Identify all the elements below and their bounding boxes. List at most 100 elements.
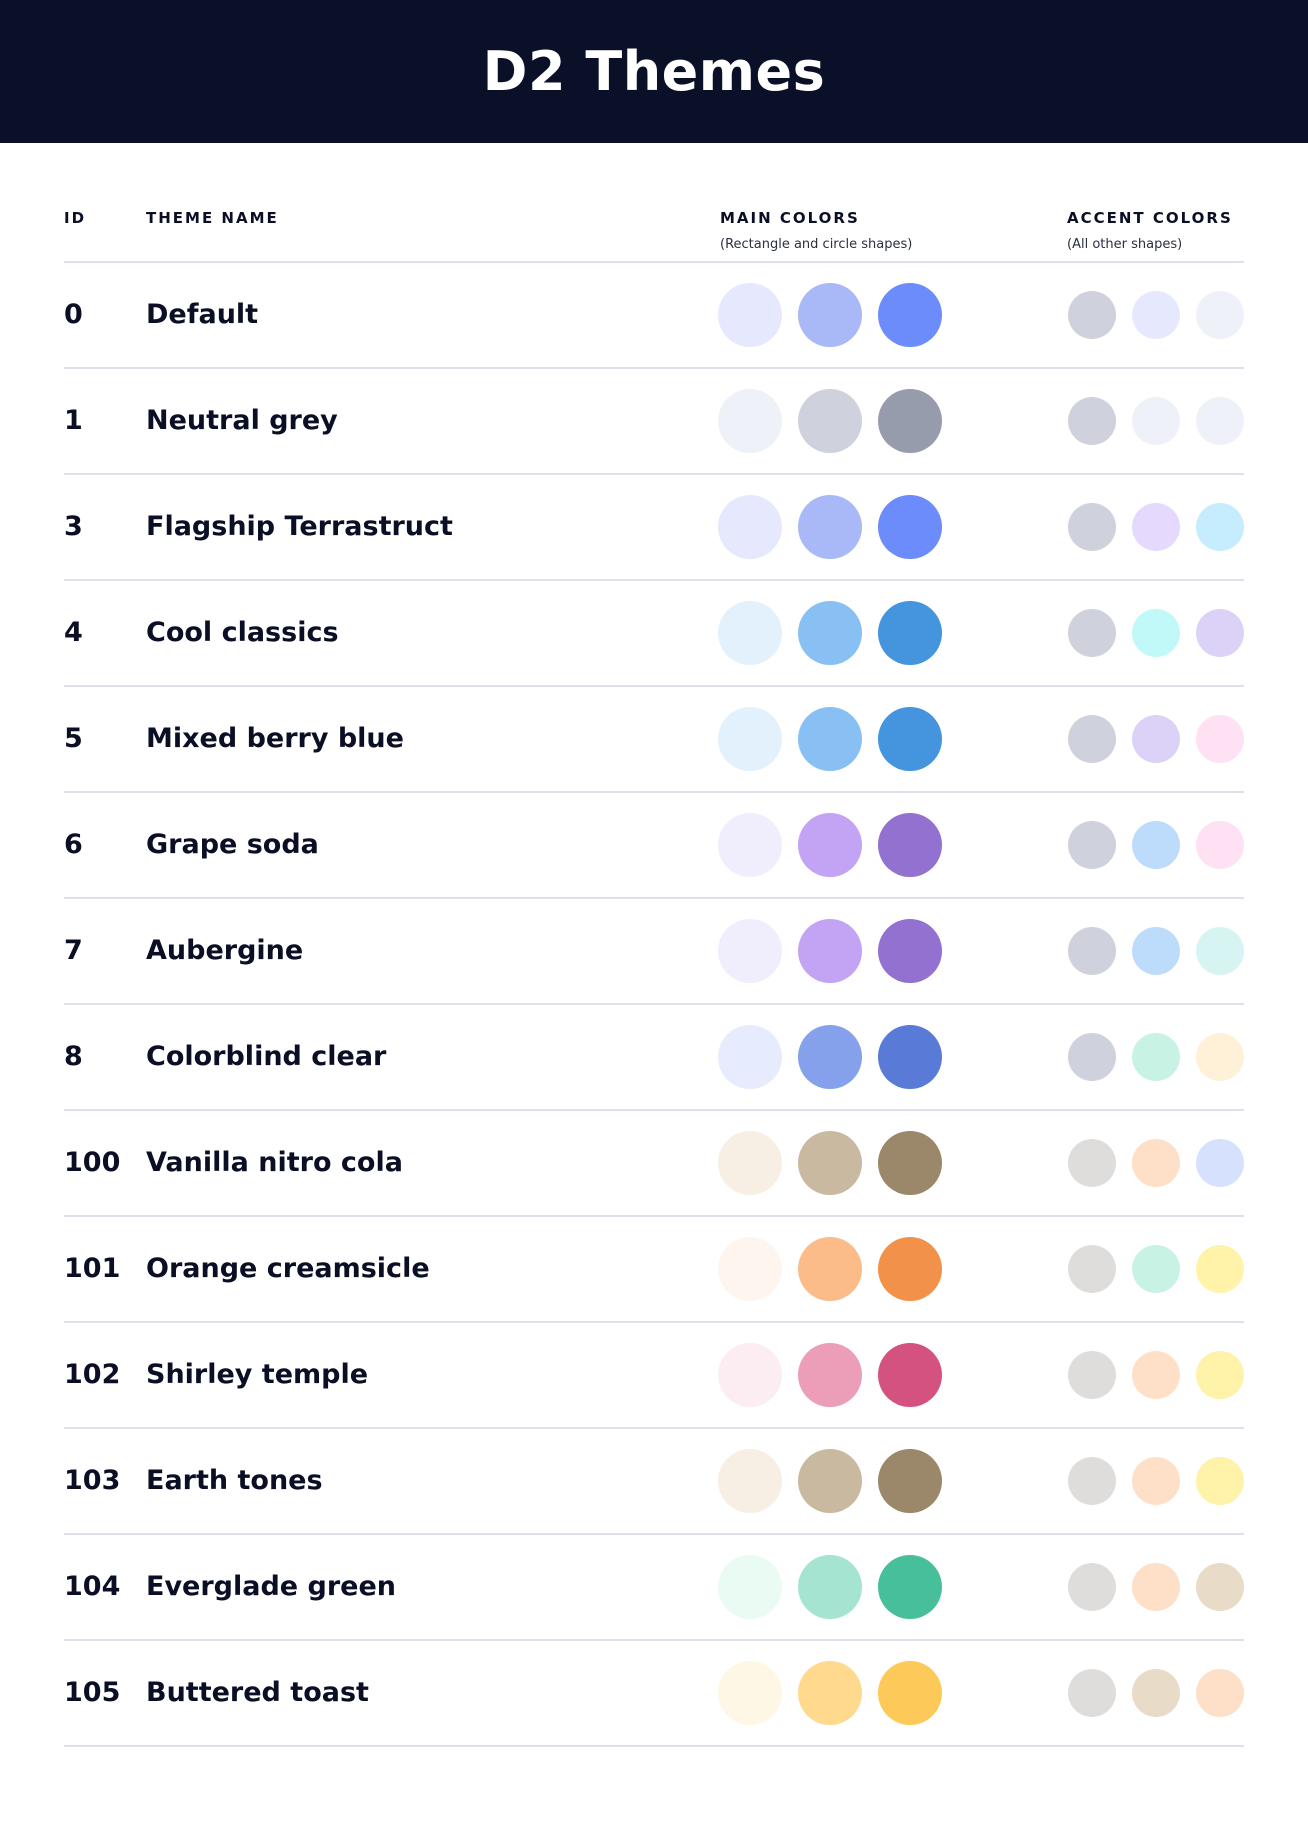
accent-color-swatch (1196, 927, 1244, 975)
theme-id: 4 (64, 617, 83, 648)
accent-color-swatch (1196, 1033, 1244, 1081)
accent-color-swatch (1132, 1351, 1180, 1399)
main-color-swatch (878, 1449, 942, 1513)
main-color-swatch (878, 1025, 942, 1089)
accent-color-swatch (1068, 609, 1116, 657)
accent-color-swatch (1132, 1457, 1180, 1505)
main-color-swatch (878, 389, 942, 453)
accent-colors (1068, 821, 1244, 869)
theme-id: 105 (64, 1677, 121, 1708)
table-row: 104 Everglade green (64, 1535, 1244, 1641)
theme-name: Neutral grey (146, 405, 338, 436)
accent-color-swatch (1068, 1245, 1116, 1293)
accent-color-swatch (1196, 1457, 1244, 1505)
theme-id: 103 (64, 1465, 121, 1496)
accent-color-swatch (1068, 1033, 1116, 1081)
accent-color-swatch (1132, 1563, 1180, 1611)
accent-color-swatch (1196, 821, 1244, 869)
accent-colors (1068, 1669, 1244, 1717)
theme-id: 5 (64, 723, 83, 754)
theme-name: Default (146, 299, 259, 330)
main-color-swatch (878, 813, 942, 877)
accent-color-swatch (1132, 1245, 1180, 1293)
main-color-swatch (878, 1343, 942, 1407)
main-color-swatch (718, 813, 782, 877)
theme-id: 8 (64, 1041, 83, 1072)
main-colors (718, 601, 942, 665)
accent-colors (1068, 1033, 1244, 1081)
accent-color-swatch (1132, 609, 1180, 657)
main-color-swatch (798, 1025, 862, 1089)
main-color-swatch (718, 389, 782, 453)
main-color-swatch (718, 707, 782, 771)
table-row: 4 Cool classics (64, 581, 1244, 687)
theme-id: 1 (64, 405, 83, 436)
theme-name: Orange creamsicle (146, 1253, 430, 1284)
accent-colors (1068, 397, 1244, 445)
main-color-swatch (798, 495, 862, 559)
main-colors (718, 1237, 942, 1301)
accent-color-swatch (1132, 291, 1180, 339)
accent-colors (1068, 715, 1244, 763)
column-subheader-main: (Rectangle and circle shapes) (720, 237, 913, 252)
accent-color-swatch (1132, 397, 1180, 445)
main-colors (718, 1661, 942, 1725)
table-body: 0 Default 1 Neutral grey 3 Flagship Terr… (64, 263, 1244, 1747)
column-header-main: MAIN COLORS (720, 209, 860, 227)
main-color-swatch (798, 1237, 862, 1301)
main-color-swatch (798, 389, 862, 453)
main-color-swatch (878, 1237, 942, 1301)
main-color-swatch (718, 919, 782, 983)
main-color-swatch (718, 283, 782, 347)
accent-color-swatch (1196, 1351, 1244, 1399)
main-color-swatch (798, 601, 862, 665)
column-header-accent: ACCENT COLORS (1067, 209, 1233, 227)
main-color-swatch (798, 283, 862, 347)
theme-name: Flagship Terrastruct (146, 511, 453, 542)
accent-color-swatch (1068, 821, 1116, 869)
main-colors (718, 1343, 942, 1407)
table-row: 7 Aubergine (64, 899, 1244, 1005)
accent-color-swatch (1196, 1669, 1244, 1717)
accent-color-swatch (1132, 715, 1180, 763)
accent-color-swatch (1068, 1139, 1116, 1187)
accent-color-swatch (1132, 1139, 1180, 1187)
theme-name: Vanilla nitro cola (146, 1147, 403, 1178)
accent-color-swatch (1196, 1245, 1244, 1293)
accent-colors (1068, 1457, 1244, 1505)
accent-color-swatch (1196, 1563, 1244, 1611)
main-colors (718, 707, 942, 771)
main-color-swatch (718, 1025, 782, 1089)
accent-color-swatch (1196, 503, 1244, 551)
main-color-swatch (798, 707, 862, 771)
accent-color-swatch (1068, 927, 1116, 975)
main-color-swatch (798, 1131, 862, 1195)
accent-color-swatch (1132, 821, 1180, 869)
accent-color-swatch (1068, 503, 1116, 551)
table-row: 100 Vanilla nitro cola (64, 1111, 1244, 1217)
accent-color-swatch (1068, 1563, 1116, 1611)
accent-color-swatch (1196, 715, 1244, 763)
main-colors (718, 389, 942, 453)
main-color-swatch (798, 1661, 862, 1725)
main-color-swatch (798, 1449, 862, 1513)
theme-id: 6 (64, 829, 83, 860)
theme-name: Mixed berry blue (146, 723, 404, 754)
main-color-swatch (718, 1449, 782, 1513)
main-colors (718, 1131, 942, 1195)
main-color-swatch (878, 601, 942, 665)
main-color-swatch (878, 707, 942, 771)
main-colors (718, 919, 942, 983)
theme-id: 7 (64, 935, 83, 966)
main-colors (718, 283, 942, 347)
theme-name: Buttered toast (146, 1677, 369, 1708)
main-color-swatch (878, 495, 942, 559)
main-color-swatch (878, 1131, 942, 1195)
accent-colors (1068, 1139, 1244, 1187)
accent-color-swatch (1132, 1669, 1180, 1717)
theme-name: Earth tones (146, 1465, 323, 1496)
accent-color-swatch (1132, 503, 1180, 551)
table-header: ID THEME NAME MAIN COLORS (Rectangle and… (64, 205, 1244, 263)
theme-id: 101 (64, 1253, 121, 1284)
theme-name: Aubergine (146, 935, 304, 966)
